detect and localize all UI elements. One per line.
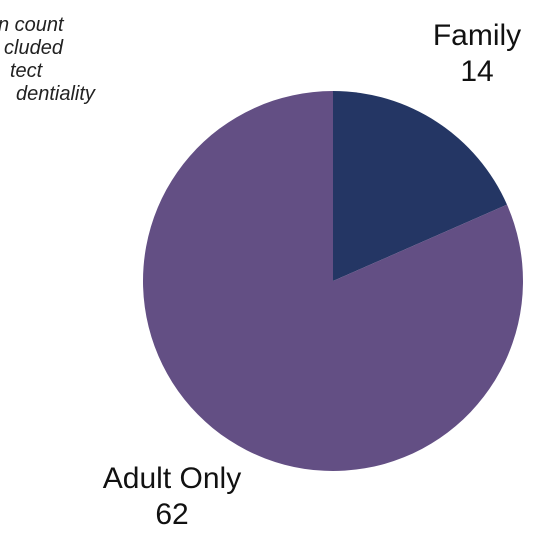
note-line-4: dentiality [16,83,95,105]
note-line-2: cluded [4,37,63,59]
family-data-label: Family 14 [418,18,535,90]
adult-only-label-value: 62 [155,498,189,531]
family-label-value: 14 [460,55,494,88]
pie-slice-family [333,91,507,281]
note-line-3: tect [10,60,43,82]
family-label-name: Family [432,19,522,52]
pie-slice-adult-only [143,91,524,472]
adult-only-label-name: Adult Only [102,462,242,495]
note-line-1: n count [0,14,64,36]
confidentiality-note: n count cluded tect dentiality [0,14,95,106]
adult-only-data-label: Adult Only 62 [103,461,252,533]
pie-slices [143,91,524,472]
